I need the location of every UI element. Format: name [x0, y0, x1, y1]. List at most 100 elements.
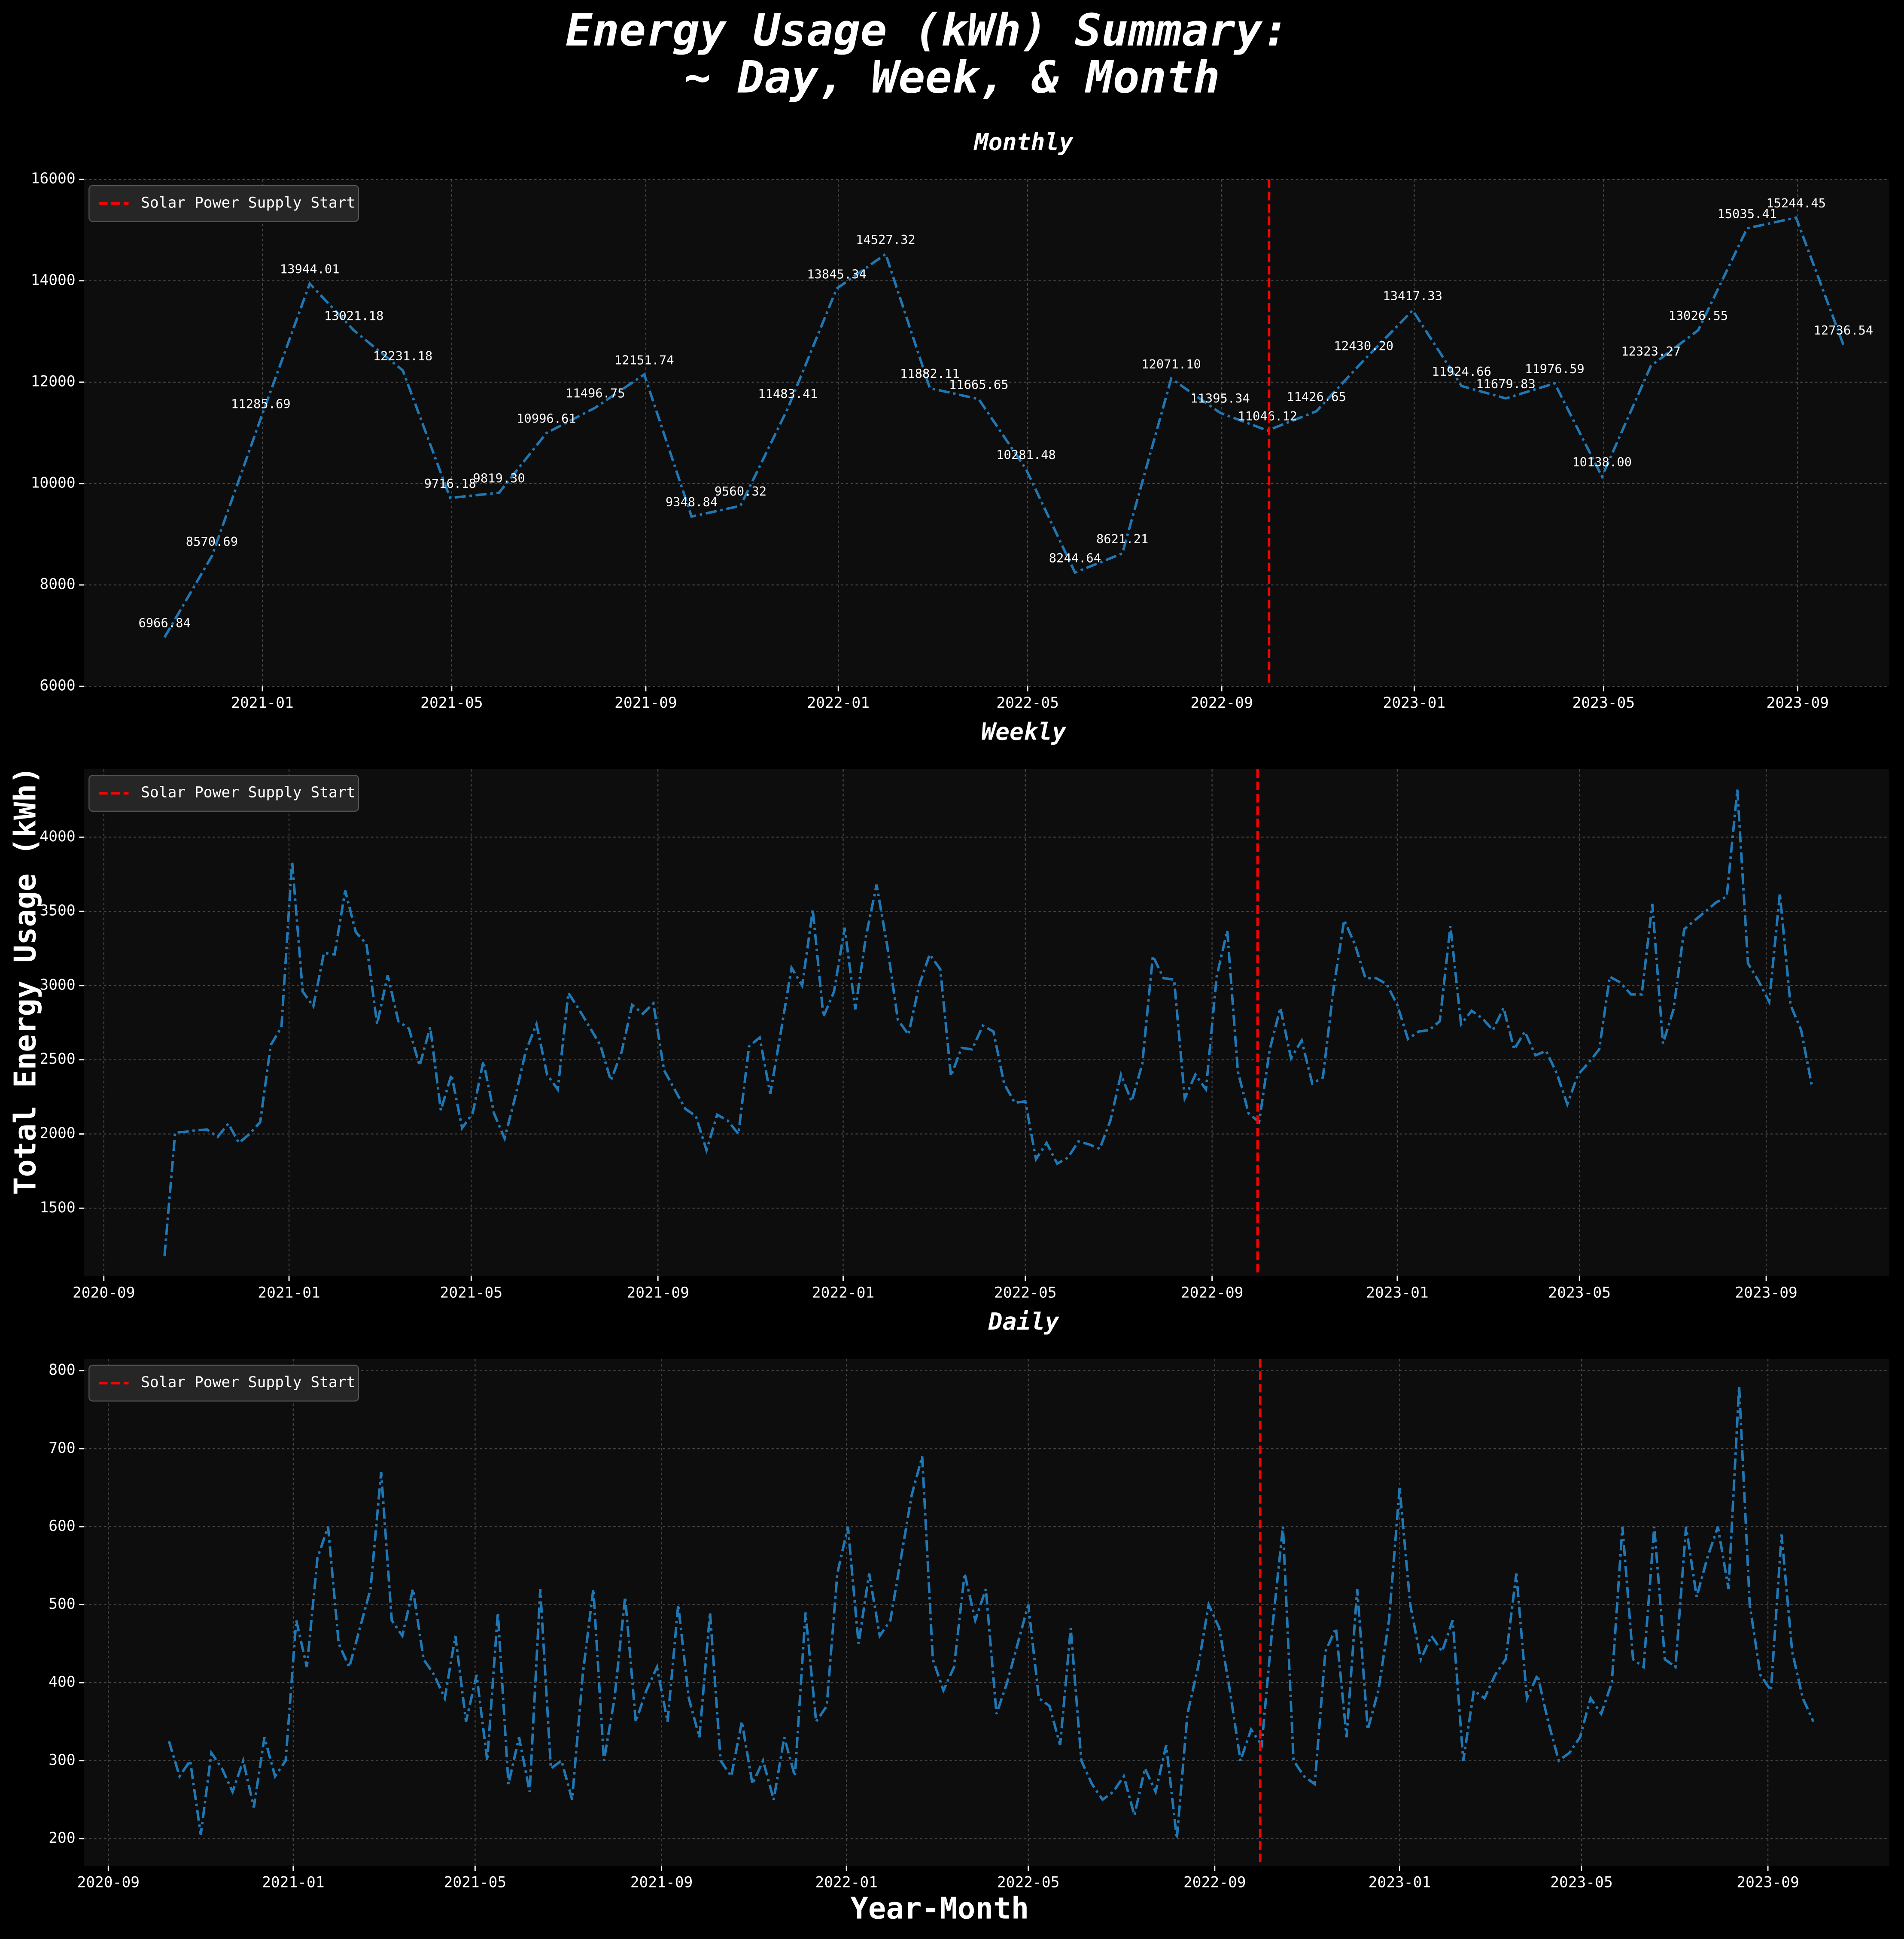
data-label: 6966.84	[139, 615, 191, 630]
subplot-title: Monthly	[973, 128, 1074, 155]
data-label: 11483.41	[758, 387, 818, 401]
data-label: 11679.83	[1476, 377, 1536, 391]
plot-area	[84, 1359, 1889, 1866]
subplot-title: Daily	[988, 1308, 1060, 1335]
x-tick-label: 2022-05	[994, 1284, 1057, 1301]
y-axis-label: Total Energy Usage (kWh)	[8, 766, 43, 1195]
x-tick-label: 2023-09	[1737, 1874, 1799, 1891]
data-label: 12071.10	[1141, 357, 1201, 371]
data-label: 15244.45	[1766, 196, 1826, 210]
data-line	[167, 1386, 1815, 1839]
legend-box	[88, 1364, 359, 1402]
y-tick-label: 14000	[31, 271, 76, 289]
data-label: 12736.54	[1814, 323, 1874, 338]
data-line	[163, 216, 1845, 638]
y-tick-label: 16000	[31, 170, 76, 187]
y-tick-label: 2000	[40, 1125, 75, 1142]
x-tick-label: 2023-09	[1767, 694, 1829, 712]
legend: Solar Power Supply Start	[88, 775, 359, 812]
y-tick-label: 400	[49, 1674, 75, 1691]
legend-label: Solar Power Supply Start	[141, 1374, 355, 1391]
x-tick-label: 2022-09	[1190, 694, 1253, 712]
data-label: 11665.65	[949, 377, 1009, 392]
legend-label: Solar Power Supply Start	[141, 784, 355, 801]
y-tick-label: 2500	[40, 1050, 75, 1068]
x-tick-label: 2021-01	[262, 1874, 325, 1891]
data-label: 13026.55	[1669, 308, 1728, 323]
x-tick-label: 2022-01	[812, 1284, 875, 1301]
data-label: 12430.20	[1334, 338, 1394, 353]
y-tick-label: 6000	[40, 677, 75, 694]
x-tick-label: 2021-01	[231, 694, 294, 712]
y-tick-label: 600	[49, 1517, 75, 1534]
data-label: 9560.32	[715, 484, 766, 499]
legend: Solar Power Supply Start	[88, 185, 359, 222]
y-tick-label: 3000	[40, 976, 75, 993]
data-label: 13845.34	[807, 267, 867, 281]
data-label: 10138.00	[1572, 455, 1632, 469]
data-label: 10281.48	[996, 447, 1056, 462]
x-tick-label: 2022-09	[1183, 1874, 1246, 1891]
y-tick-label: 3500	[40, 902, 75, 919]
data-label: 15035.41	[1717, 207, 1777, 221]
x-tick-label: 2021-05	[440, 1284, 503, 1301]
y-tick-label: 300	[49, 1751, 75, 1769]
data-label: 9819.30	[473, 471, 525, 486]
data-label: 13021.18	[324, 309, 384, 323]
data-label: 11924.66	[1432, 364, 1491, 379]
figure-title: ~ Day, Week, & Month	[684, 52, 1220, 103]
y-tick-label: 1500	[40, 1199, 75, 1216]
subplot-title: Weekly	[981, 718, 1067, 746]
legend-label: Solar Power Supply Start	[141, 194, 355, 211]
x-tick-label: 2023-01	[1369, 1874, 1431, 1891]
data-label: 12151.74	[614, 353, 674, 367]
plot-area	[84, 769, 1889, 1276]
x-tick-label: 2021-01	[258, 1284, 320, 1301]
y-tick-label: 12000	[31, 373, 76, 390]
data-label: 12231.18	[373, 349, 433, 363]
data-label: 8621.21	[1096, 532, 1148, 546]
x-tick-label: 2022-05	[996, 694, 1059, 712]
x-tick-label: 2020-09	[73, 1284, 135, 1301]
plot-area	[84, 179, 1889, 687]
data-label: 10996.61	[517, 411, 576, 426]
y-tick-label: 200	[49, 1829, 75, 1847]
data-label: 11496.75	[566, 386, 625, 401]
legend: Solar Power Supply Start	[88, 1364, 359, 1402]
x-tick-label: 2021-05	[420, 694, 483, 712]
data-label: 8570.69	[186, 534, 238, 549]
data-label: 14527.32	[856, 232, 916, 247]
data-label: 11426.65	[1287, 390, 1346, 404]
x-tick-label: 2021-09	[630, 1874, 693, 1891]
x-tick-label: 2020-09	[77, 1874, 140, 1891]
data-label: 13944.01	[280, 262, 340, 277]
data-label: 11285.69	[231, 397, 291, 411]
data-label: 12323.27	[1621, 344, 1681, 359]
x-tick-label: 2021-09	[627, 1284, 689, 1301]
x-tick-label: 2022-09	[1181, 1284, 1244, 1301]
y-tick-label: 10000	[31, 474, 76, 491]
data-label: 13417.33	[1383, 289, 1442, 303]
legend-box	[88, 775, 359, 812]
x-tick-label: 2022-01	[807, 694, 870, 712]
data-label: 9716.18	[424, 476, 476, 491]
x-tick-label: 2023-05	[1572, 694, 1635, 712]
y-tick-label: 8000	[40, 576, 75, 593]
legend-box	[88, 185, 359, 222]
x-axis-label: Year-Month	[850, 1892, 1029, 1926]
x-tick-label: 2021-05	[444, 1874, 507, 1891]
data-label: 11976.59	[1525, 362, 1585, 376]
x-tick-label: 2023-01	[1383, 694, 1446, 712]
y-tick-label: 4000	[40, 828, 75, 845]
data-label: 11882.11	[900, 366, 960, 381]
data-label: 11395.34	[1190, 391, 1250, 406]
y-tick-label: 500	[49, 1595, 75, 1613]
x-tick-label: 2023-09	[1735, 1284, 1798, 1301]
figure-title: Energy Usage (kWh) Summary:	[566, 5, 1289, 56]
x-tick-label: 2021-09	[614, 694, 677, 712]
x-tick-label: 2023-05	[1550, 1874, 1613, 1891]
y-tick-label: 800	[49, 1361, 75, 1379]
data-label: 8244.64	[1049, 551, 1101, 566]
